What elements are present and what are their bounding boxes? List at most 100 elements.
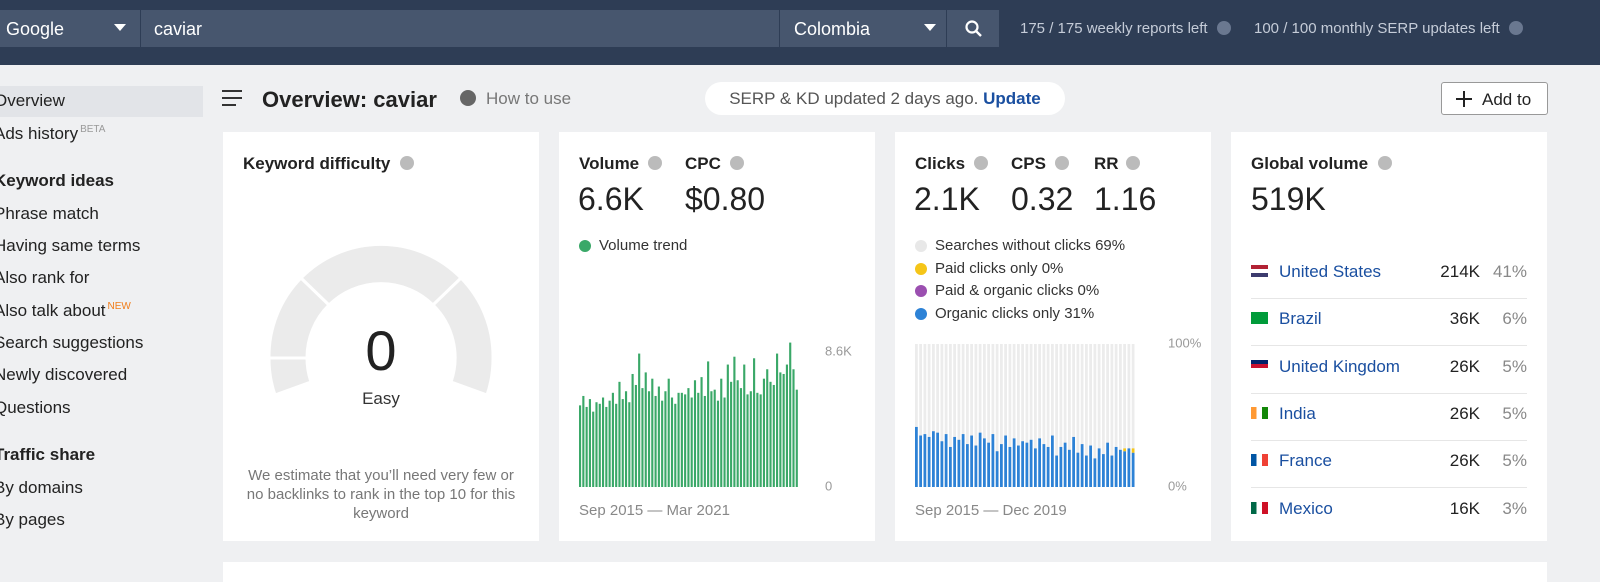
legend-dot xyxy=(915,307,927,320)
bar xyxy=(657,386,660,487)
bar xyxy=(680,392,683,487)
bar xyxy=(1004,435,1008,487)
bar-background xyxy=(1004,344,1008,487)
bar-background xyxy=(1008,344,1012,487)
country-name[interactable]: United States xyxy=(1279,262,1382,281)
add-label: Add to xyxy=(1482,90,1532,109)
bar-background xyxy=(1085,344,1088,487)
bar xyxy=(789,342,792,487)
page-title: Overview: caviar xyxy=(262,87,437,112)
menu-item[interactable]: Also rank for xyxy=(0,268,90,287)
bar-background xyxy=(966,344,969,487)
legend-item: Searches without clicks 69% xyxy=(935,237,1126,254)
clicks-chart: 0% 100% xyxy=(915,335,1202,493)
caret xyxy=(114,24,126,31)
bar-background xyxy=(1021,344,1025,487)
bar xyxy=(611,392,614,487)
bar-background xyxy=(953,344,957,487)
menu-item[interactable]: Newly discovered xyxy=(0,365,128,384)
bar xyxy=(1123,451,1127,487)
y-tick-label: 0% xyxy=(1168,478,1187,493)
menu-item[interactable]: Questions xyxy=(0,398,71,417)
bar xyxy=(1106,442,1110,487)
bar xyxy=(697,392,700,487)
menu-item[interactable]: Having same terms xyxy=(0,236,141,255)
bar-background xyxy=(1127,344,1131,487)
bar xyxy=(1051,435,1054,487)
engine-select[interactable]: Google xyxy=(0,10,140,47)
bar-background xyxy=(915,344,918,487)
bar xyxy=(1000,444,1003,487)
menu-item[interactable]: Ads history BETA xyxy=(0,124,106,143)
bar xyxy=(710,391,713,487)
menu-item[interactable]: Traffic share xyxy=(0,445,96,464)
bar-background xyxy=(1046,344,1050,487)
status: SERP & KD updated 2 days ago. xyxy=(729,89,979,108)
legend-dot xyxy=(915,262,927,275)
bar-background xyxy=(1012,344,1016,487)
help-icon xyxy=(460,90,476,106)
help-icon xyxy=(648,156,662,170)
bar xyxy=(1089,445,1093,487)
legend-item: Paid clicks only 0% xyxy=(935,259,1064,277)
country-row: France 26K 5% xyxy=(1251,440,1527,489)
add-button[interactable]: Add to xyxy=(1441,82,1548,115)
country-row: United States 214K 41% xyxy=(1251,251,1527,299)
country-name[interactable]: France xyxy=(1279,451,1332,471)
bar xyxy=(707,361,710,487)
bar xyxy=(601,397,605,487)
search-input[interactable]: caviar xyxy=(141,10,779,47)
bar xyxy=(1034,448,1037,487)
bar xyxy=(1046,446,1050,487)
menu-item[interactable]: By pages xyxy=(0,510,65,529)
badge: NEW xyxy=(107,301,131,313)
caret xyxy=(924,24,936,31)
menu-item[interactable]: Phrase match xyxy=(0,204,99,223)
how-to-use[interactable]: How to use xyxy=(486,89,572,108)
bar xyxy=(1076,452,1080,487)
menu-item[interactable]: Overview xyxy=(0,91,65,110)
flag xyxy=(1251,312,1268,325)
global-value: 519K xyxy=(1251,181,1326,217)
bar-background xyxy=(1017,344,1020,487)
bar-background xyxy=(936,344,940,487)
flag xyxy=(1251,359,1268,372)
bar xyxy=(769,381,772,487)
bar xyxy=(670,397,674,487)
bar xyxy=(579,405,582,487)
menu-item[interactable]: Search suggestions xyxy=(0,333,144,352)
monthly-limit: 100 / 100 monthly SERP updates left xyxy=(1254,20,1500,37)
bar xyxy=(1131,448,1135,453)
query: caviar xyxy=(154,19,203,39)
bar xyxy=(779,372,782,487)
bar-background xyxy=(978,344,982,487)
update-link[interactable]: Update xyxy=(983,89,1041,108)
gauge xyxy=(267,242,495,397)
bar xyxy=(588,399,591,487)
y-tick-label: 8.6K xyxy=(825,343,852,358)
menu-icon[interactable] xyxy=(222,90,242,106)
country-name[interactable]: India xyxy=(1279,403,1316,423)
bar-background xyxy=(919,344,923,487)
country-volume: 214K xyxy=(1440,262,1480,281)
bar xyxy=(949,446,952,487)
legend-item: Paid & organic clicks 0% xyxy=(935,282,1100,299)
badge: BETA xyxy=(80,124,106,136)
bar xyxy=(1029,439,1033,487)
bar xyxy=(953,436,957,487)
country-name[interactable]: United Kingdom xyxy=(1279,356,1400,376)
menu-item[interactable]: By domains xyxy=(0,478,83,497)
country-row: United Kingdom 26K 5% xyxy=(1251,346,1527,394)
country-name[interactable]: Mexico xyxy=(1279,498,1333,518)
menu-item[interactable]: Keyword ideas xyxy=(0,171,114,190)
search-button[interactable] xyxy=(947,10,999,47)
bar xyxy=(987,442,991,487)
plus xyxy=(1456,91,1472,107)
country-name[interactable]: Brazil xyxy=(1279,309,1322,329)
country-select[interactable]: Colombia xyxy=(780,10,946,47)
bar xyxy=(927,436,931,487)
bar-background xyxy=(923,344,927,487)
menu-item[interactable]: Also talk about NEW xyxy=(0,301,131,320)
bar xyxy=(628,402,631,487)
